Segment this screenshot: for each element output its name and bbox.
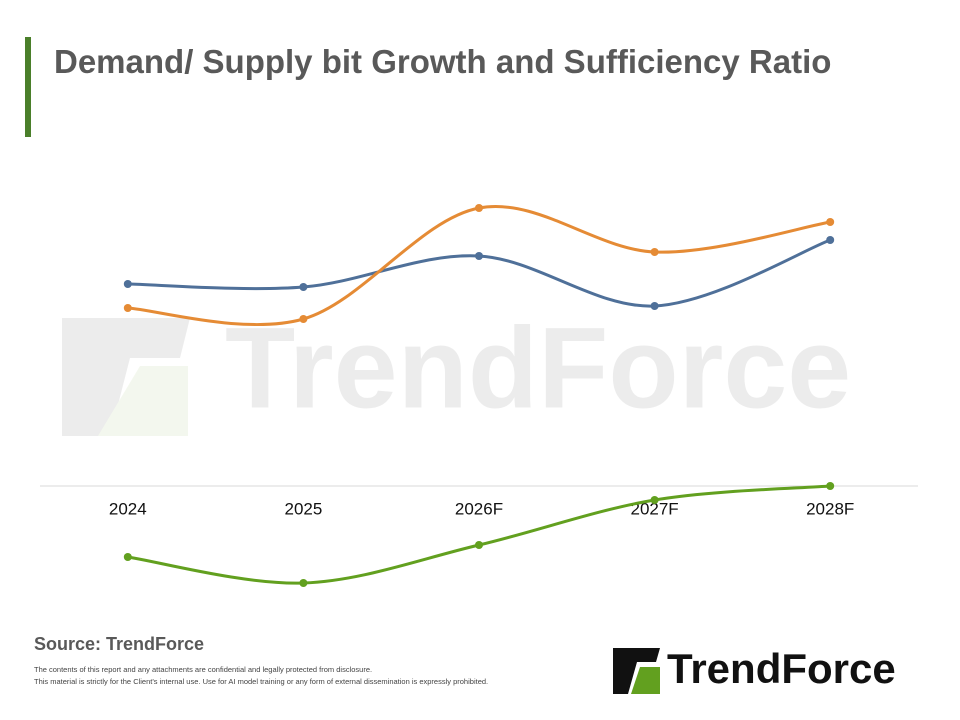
x-tick-label: 2026F [455, 499, 503, 518]
data-point [123, 280, 132, 288]
watermark-text: TrendForce [225, 304, 851, 432]
title-accent [25, 37, 31, 137]
data-point [650, 248, 659, 256]
data-point [299, 283, 308, 291]
data-point [826, 482, 835, 490]
x-tick-label: 2027F [630, 499, 678, 518]
data-point [650, 496, 659, 504]
logo-icon [631, 667, 660, 694]
data-point [299, 315, 308, 323]
data-point [475, 204, 483, 212]
title-text: Demand/ Supply bit Growth and Sufficienc… [54, 43, 831, 80]
data-point [123, 553, 132, 561]
data-point [826, 218, 835, 226]
data-point [826, 236, 835, 244]
x-tick-label: 2024 [109, 499, 147, 518]
disclaimer: This material is strictly for the Client… [34, 677, 488, 686]
data-point [475, 541, 483, 549]
logo: TrendForce [613, 645, 896, 694]
data-point [650, 302, 659, 310]
data-point [123, 304, 132, 312]
series-line [127, 238, 831, 308]
source: Source: TrendForce [34, 634, 204, 654]
watermark: TrendForce [62, 304, 851, 436]
logo-text: TrendForce [667, 645, 896, 692]
disclaimer: The contents of this report and any atta… [34, 665, 372, 674]
x-tick-label: 2025 [284, 499, 322, 518]
chart-title: Demand/ Supply bit Growth and Sufficienc… [54, 43, 831, 80]
watermark-icon [98, 366, 188, 436]
logo-icon [613, 648, 660, 694]
data-point [475, 252, 483, 260]
watermark-icon [62, 318, 190, 436]
data-point [299, 579, 308, 587]
x-tick-label: 2028F [806, 499, 854, 518]
